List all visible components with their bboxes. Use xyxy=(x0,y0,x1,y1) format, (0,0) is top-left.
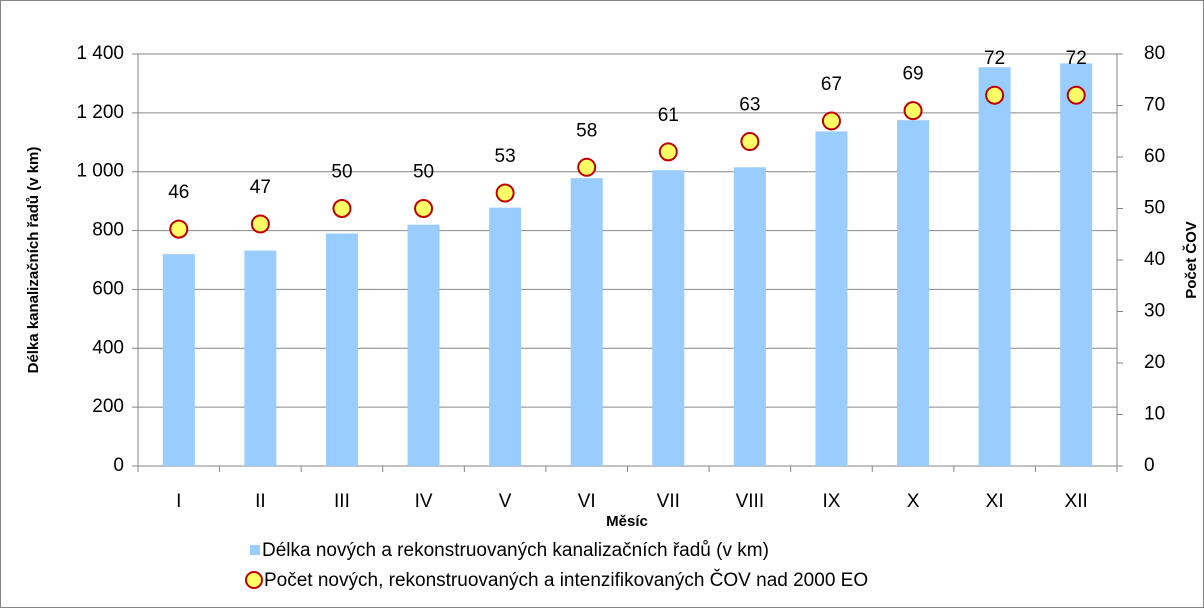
x-tick-label: VII xyxy=(657,491,680,512)
data-label: 47 xyxy=(250,177,271,198)
y-tick-label: 0 xyxy=(113,455,124,476)
legend-label: Délka nových a rekonstruovaných kanaliza… xyxy=(262,540,769,561)
y-tick-label: 1 400 xyxy=(76,43,124,64)
x-axis-title: Měsíc xyxy=(606,513,648,530)
y-tick-label: 800 xyxy=(92,220,124,241)
y2-tick-label: 10 xyxy=(1144,404,1165,425)
point xyxy=(414,199,434,218)
data-label: 72 xyxy=(1066,48,1087,69)
bar xyxy=(244,250,277,466)
data-label: 46 xyxy=(168,182,189,203)
x-tick-label: VI xyxy=(578,491,596,512)
data-label: 61 xyxy=(658,105,679,126)
y-tick-label: 1 000 xyxy=(76,161,124,182)
point xyxy=(740,132,760,152)
point xyxy=(903,101,923,121)
x-tick-label: IX xyxy=(822,491,840,512)
legend-swatch xyxy=(250,545,260,555)
point xyxy=(495,183,515,203)
data-label: 72 xyxy=(984,48,1005,69)
x-tick-label: X xyxy=(907,491,920,512)
y2-tick-label: 70 xyxy=(1144,95,1165,116)
x-tick-label: VIII xyxy=(736,491,765,512)
y2-tick-label: 30 xyxy=(1144,301,1165,322)
y2-axis-title: Počet ČOV xyxy=(1182,221,1200,299)
x-tick-label: XI xyxy=(986,491,1004,512)
x-tick-label: XII xyxy=(1065,491,1088,512)
y-tick-label: 1 200 xyxy=(76,102,124,123)
y-tick-label: 200 xyxy=(92,396,124,417)
bar xyxy=(815,131,848,466)
data-label: 58 xyxy=(576,120,597,141)
data-label: 50 xyxy=(413,162,434,183)
legend-marker xyxy=(245,571,263,589)
x-tick-label: V xyxy=(499,491,512,512)
y-axis-title: Délka kanalizačních řadů (v km) xyxy=(25,147,42,374)
y-tick-label: 600 xyxy=(92,278,124,299)
bar xyxy=(570,178,603,466)
point xyxy=(332,199,352,218)
point xyxy=(1066,85,1086,105)
point xyxy=(658,142,678,162)
legend-label: Počet nových, rekonstruovaných a intenzi… xyxy=(264,569,868,591)
bar xyxy=(325,233,358,466)
y2-tick-label: 0 xyxy=(1144,455,1155,476)
data-label: 50 xyxy=(331,162,352,183)
data-label: 67 xyxy=(821,74,842,95)
y2-tick-label: 50 xyxy=(1144,198,1165,219)
x-tick-label: I xyxy=(176,491,181,512)
point xyxy=(250,214,270,234)
y2-tick-label: 80 xyxy=(1144,43,1165,64)
data-label: 63 xyxy=(739,95,760,116)
y2-tick-label: 20 xyxy=(1144,352,1165,373)
point xyxy=(821,111,841,131)
x-tick-label: IV xyxy=(415,491,433,512)
point xyxy=(577,157,597,177)
data-label: 53 xyxy=(495,146,516,167)
bar xyxy=(1060,63,1093,466)
bar xyxy=(407,224,440,466)
y2-tick-label: 40 xyxy=(1144,249,1165,270)
bar xyxy=(733,167,766,467)
y2-tick-label: 60 xyxy=(1144,146,1165,167)
data-label: 69 xyxy=(902,64,923,85)
bar xyxy=(162,254,195,466)
x-tick-label: III xyxy=(334,491,350,512)
bar xyxy=(489,207,522,467)
bar xyxy=(897,120,930,466)
point xyxy=(985,85,1005,105)
x-tick-label: II xyxy=(255,491,266,512)
bar xyxy=(652,170,685,466)
point xyxy=(169,219,189,239)
bar xyxy=(978,67,1011,466)
y-tick-label: 400 xyxy=(92,337,124,358)
